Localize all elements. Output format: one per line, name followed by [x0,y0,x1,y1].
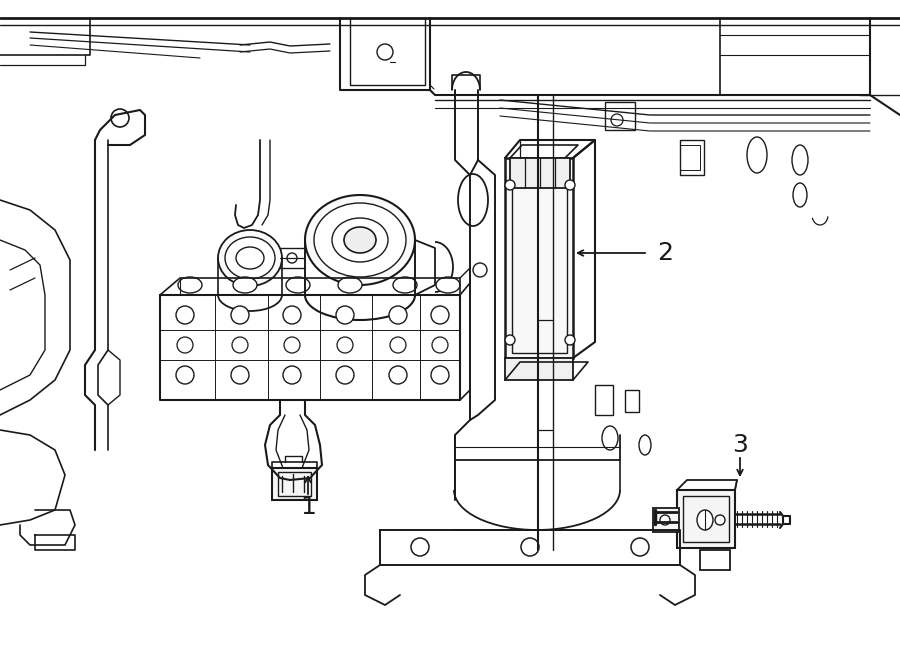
Bar [653,508,679,532]
Circle shape [283,306,301,324]
Circle shape [337,337,353,353]
Bar [512,165,567,353]
Circle shape [431,366,449,384]
Ellipse shape [305,195,415,285]
Circle shape [521,538,539,556]
Ellipse shape [178,277,202,293]
Circle shape [232,337,248,353]
Ellipse shape [225,237,275,279]
Circle shape [284,337,300,353]
Bar [680,140,704,175]
Bar [677,490,735,548]
Bar [683,496,729,542]
Ellipse shape [747,137,767,173]
Circle shape [631,538,649,556]
Ellipse shape [436,277,460,293]
Ellipse shape [793,183,807,207]
Bar [595,385,613,415]
Ellipse shape [792,145,808,175]
Circle shape [336,306,354,324]
Circle shape [473,263,487,277]
Bar [505,158,573,358]
Circle shape [231,306,249,324]
Circle shape [389,306,407,324]
Circle shape [176,366,194,384]
Circle shape [565,335,575,345]
Circle shape [565,180,575,190]
Ellipse shape [344,227,376,253]
Circle shape [287,253,297,263]
Bar [605,102,635,130]
Circle shape [611,114,623,126]
Ellipse shape [218,230,282,286]
Circle shape [283,366,301,384]
Circle shape [505,335,515,345]
Circle shape [390,337,406,353]
Bar [625,390,639,412]
Circle shape [111,109,129,127]
Bar [272,468,317,500]
Text: 1: 1 [300,495,316,519]
Circle shape [715,515,725,525]
Circle shape [177,337,193,353]
Circle shape [336,366,354,384]
Circle shape [431,306,449,324]
Bar [278,472,311,496]
Circle shape [505,180,515,190]
Bar [680,145,700,170]
Ellipse shape [286,277,310,293]
Bar [510,158,570,188]
Ellipse shape [338,277,362,293]
Circle shape [432,337,448,353]
Circle shape [389,366,407,384]
Text: 3: 3 [732,433,748,457]
Circle shape [411,538,429,556]
Bar [505,358,573,380]
Bar [700,550,730,570]
Ellipse shape [233,277,257,293]
Circle shape [660,515,670,525]
Circle shape [377,44,393,60]
Text: 2: 2 [657,241,673,265]
Ellipse shape [697,510,713,530]
Ellipse shape [458,174,488,226]
Circle shape [231,366,249,384]
Ellipse shape [314,203,406,277]
Ellipse shape [332,218,388,262]
Circle shape [176,306,194,324]
Ellipse shape [393,277,417,293]
Ellipse shape [639,435,651,455]
Ellipse shape [602,426,618,450]
Ellipse shape [236,247,264,269]
